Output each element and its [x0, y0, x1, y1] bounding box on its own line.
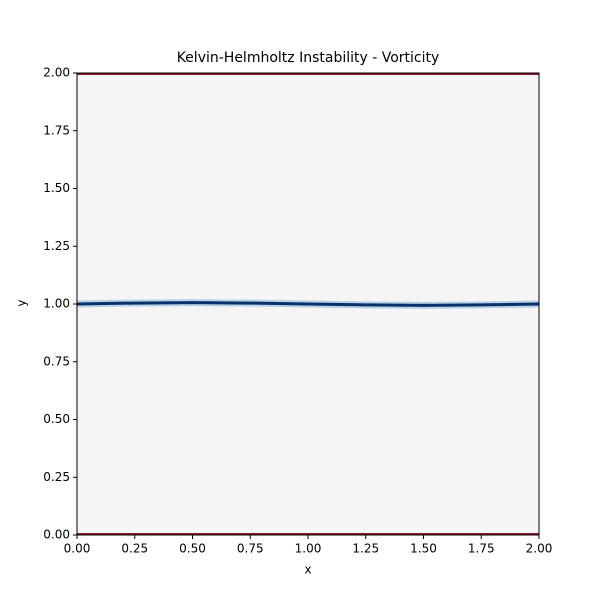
y-tick-label: 1.25 — [43, 239, 70, 253]
y-tick-label: 0.75 — [43, 354, 70, 368]
x-tick-label: 0.50 — [179, 542, 206, 556]
x-tick-label: 1.75 — [468, 542, 495, 556]
x-axis-label: x — [304, 563, 311, 577]
y-tick-label: 2.00 — [43, 66, 70, 80]
y-tick-label: 1.75 — [43, 123, 70, 137]
y-tick-label: 0.50 — [43, 412, 70, 426]
x-tick-label: 0.75 — [237, 542, 264, 556]
y-tick-label: 0.00 — [43, 528, 70, 542]
y-tick-label: 1.50 — [43, 181, 70, 195]
x-tick-label: 0.00 — [64, 542, 91, 556]
y-tick-label: 0.25 — [43, 470, 70, 484]
chart-title: Kelvin-Helmholtz Instability - Vorticity — [177, 50, 440, 66]
x-tick-label: 1.50 — [410, 542, 437, 556]
shear-layer — [76, 301, 540, 307]
x-tick-label: 1.00 — [295, 542, 322, 556]
x-tick-label: 0.25 — [121, 542, 148, 556]
y-tick-label: 1.00 — [43, 297, 70, 311]
x-tick-label: 2.00 — [526, 542, 553, 556]
x-tick-label: 1.25 — [352, 542, 379, 556]
y-axis-label: y — [15, 299, 29, 306]
